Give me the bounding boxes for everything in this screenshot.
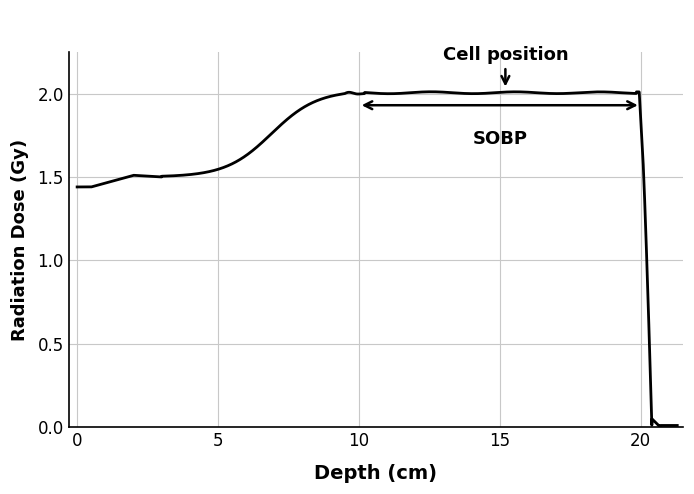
Text: Cell position: Cell position bbox=[443, 45, 568, 84]
Text: SOBP: SOBP bbox=[472, 130, 527, 148]
Y-axis label: Radiation Dose (Gy): Radiation Dose (Gy) bbox=[11, 138, 29, 340]
X-axis label: Depth (cm): Depth (cm) bbox=[314, 464, 437, 483]
